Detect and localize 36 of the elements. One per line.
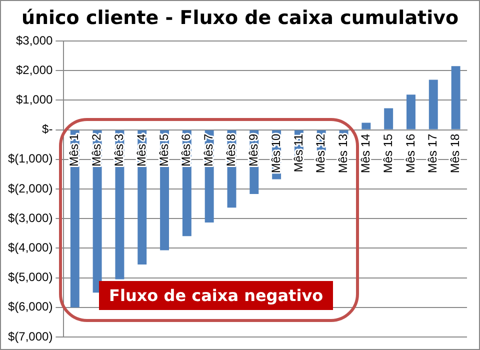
chart-title: único cliente - Fluxo de caixa cumulativo: [20, 7, 460, 29]
x-tick-label: Mês 7: [202, 133, 216, 166]
x-tick-label: Mês 16: [403, 133, 418, 174]
y-tick-label: $(2,000): [8, 181, 53, 196]
x-tick-label: Mês 3: [112, 133, 126, 166]
x-tick-label: Mês 8: [224, 133, 238, 166]
y-tick-label: $(5,000): [8, 270, 53, 284]
x-tick-label: Mês 11: [291, 133, 306, 172]
bar: [362, 122, 371, 130]
bar: [406, 94, 416, 130]
x-tick-label: Mês 6: [179, 133, 194, 166]
bar: [384, 108, 394, 130]
y-tick-label: $(1,000): [8, 152, 53, 166]
y-tick-label: $(6,000): [8, 300, 53, 314]
x-tick-label: Mês 17: [426, 133, 440, 174]
x-tick-label: Mês 14: [358, 133, 372, 174]
x-tick-label: Mês 12: [314, 133, 328, 174]
y-tick-label: $1,000: [16, 92, 54, 107]
x-tick-label: Mês 9: [246, 133, 260, 166]
x-tick-label: Mês 1: [67, 133, 82, 166]
y-tick-label: $(4,000): [8, 240, 53, 255]
x-tick-label: Mês 15: [380, 133, 395, 174]
y-tick-label: $(7,000): [8, 329, 53, 344]
y-tick-label: $-: [42, 122, 53, 136]
annotation: Fluxo de caixa negativo: [99, 281, 334, 310]
x-tick-label: Mês 18: [448, 133, 462, 174]
y-tick-label: $(3,000): [8, 210, 53, 225]
x-tick-label: Mês 13: [336, 133, 350, 174]
x-tick-label: Mês 2: [90, 133, 104, 166]
bar: [428, 80, 438, 130]
x-tick-label: Mês 10: [268, 133, 283, 174]
x-tick-label: Mês 4: [134, 133, 148, 166]
x-tick-label: Mês 5: [156, 133, 171, 166]
y-tick-label: $2,000: [16, 62, 54, 77]
y-tick-label: $3,000: [16, 33, 54, 48]
bar: [451, 66, 460, 130]
